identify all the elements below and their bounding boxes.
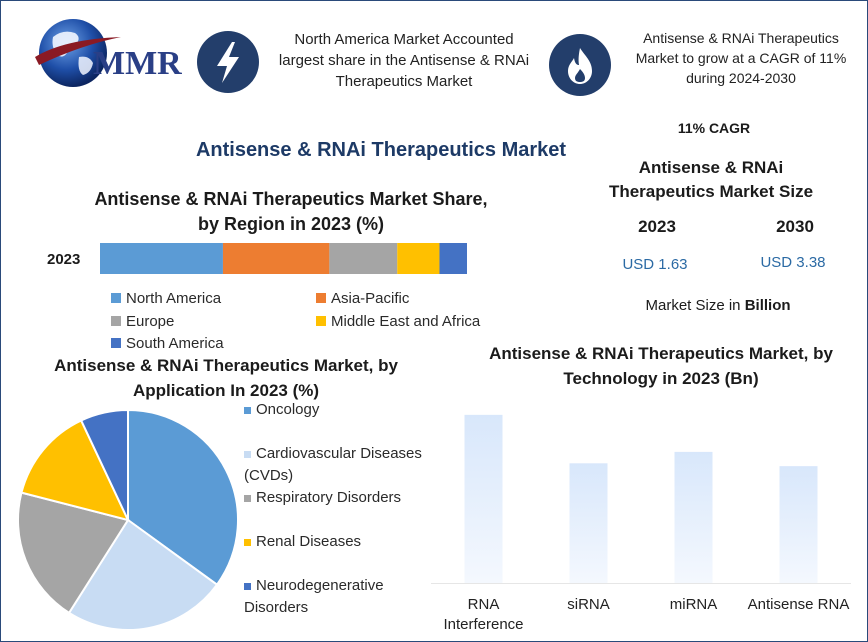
market-size-title: Antisense & RNAi Therapeutics Market Siz… [608, 158, 814, 201]
legend-item-middle-east-africa: Middle East and Africa [316, 313, 480, 330]
legend-label: Respiratory Disorders [256, 489, 402, 506]
pie-legend-cvds: Cardiovascular Diseases (CVDs) [244, 443, 444, 487]
year-2023-label: 2023 [638, 217, 676, 236]
pie-legend-respiratory: Respiratory Disorders [244, 487, 444, 509]
flame-icon [568, 48, 592, 84]
technology-bar-sirna [569, 463, 608, 583]
legend-label: Middle East and Africa [331, 313, 481, 330]
region-segment-asia-pacific [222, 243, 330, 274]
application-pie-chart [17, 408, 239, 631]
legend-label: Oncology [256, 401, 320, 418]
technology-chart-title: Antisense & RNAi Therapeutics Market, by… [489, 344, 833, 388]
legend-swatch [244, 451, 251, 458]
legend-swatch [244, 583, 251, 590]
pie-slice-neurodegenerative-disorders [79, 408, 129, 521]
region-segment-middle-east-and-africa [397, 243, 440, 274]
pie-slice-oncology [127, 408, 239, 587]
legend-label: Asia-Pacific [331, 290, 410, 307]
technology-tick-label: miRNA [670, 596, 718, 613]
legend-label: North America [126, 290, 222, 307]
region-bar-category-label: 2023 [47, 251, 81, 268]
logo-text: MMR [93, 45, 182, 82]
legend-swatch [111, 293, 121, 303]
region-segment-north-america [100, 243, 223, 274]
highlight-badge-2 [549, 34, 611, 96]
legend-label: Europe [126, 313, 175, 330]
globe-icon [35, 19, 121, 87]
technology-tick-label: Antisense RNA [748, 596, 850, 613]
legend-label: Neurodegenerative Disorders [244, 577, 384, 616]
legend-item-europe: Europe [111, 313, 174, 330]
pie-slice-respiratory-disorders [17, 491, 130, 615]
legend-swatch [111, 316, 121, 326]
region-segment-south-america [439, 243, 467, 274]
value-2023: USD 1.63 [622, 256, 688, 273]
unit-prefix: Market Size in [645, 297, 745, 314]
pie-slice-cardiovascular-diseases-cvds [67, 518, 219, 631]
pie-slice-renal-diseases [20, 419, 130, 522]
pie-legend-neuro: Neurodegenerative Disorders [244, 575, 414, 619]
application-chart-title: Antisense & RNAi Therapeutics Market, by… [54, 356, 398, 400]
technology-bar-rna-interference [464, 414, 503, 583]
region-segment-europe [329, 243, 398, 274]
highlight-badge-1 [197, 31, 259, 93]
region-chart-title: Antisense & RNAi Therapeutics Market Sha… [94, 189, 488, 234]
technology-tick-label: RNA Interference [443, 596, 523, 633]
region-stacked-bar [100, 243, 467, 274]
legend-swatch [244, 495, 251, 502]
highlight-text-1: North America Market Accounted largest s… [278, 31, 530, 90]
technology-tick-label: siRNA [567, 596, 610, 613]
unit-bold: Billion [744, 297, 791, 314]
highlight-text-2: Antisense & RNAi Therapeutics Market to … [635, 30, 847, 86]
lightning-icon [217, 42, 239, 83]
technology-bar-mirna [674, 451, 713, 583]
legend-swatch [316, 293, 326, 303]
legend-swatch [316, 316, 326, 326]
main-title: Antisense & RNAi Therapeutics Market [195, 139, 567, 161]
legend-item-south-america: South America [111, 335, 224, 352]
mmr-logo: MMR [31, 11, 182, 91]
legend-item-north-america: North America [111, 290, 221, 307]
legend-label: Cardiovascular Diseases (CVDs) [244, 445, 422, 484]
legend-label: Renal Diseases [256, 533, 362, 550]
market-size-unit: Market Size in Billion [623, 297, 813, 314]
pie-legend-oncology: Oncology [244, 399, 444, 421]
value-2030: USD 3.38 [760, 254, 826, 271]
technology-bar-antisense-rna [779, 466, 818, 583]
legend-swatch [244, 407, 251, 414]
pie-legend-renal: Renal Diseases [244, 531, 444, 553]
cagr-label: 11% CAGR [677, 120, 751, 136]
legend-swatch [244, 539, 251, 546]
technology-bar-chart: RNA Interference siRNA miRNA Antisense RNA [431, 414, 851, 633]
year-2030-label: 2030 [776, 217, 814, 236]
legend-item-asia-pacific: Asia-Pacific [316, 290, 409, 307]
legend-swatch [111, 338, 121, 348]
legend-label: South America [126, 335, 224, 352]
